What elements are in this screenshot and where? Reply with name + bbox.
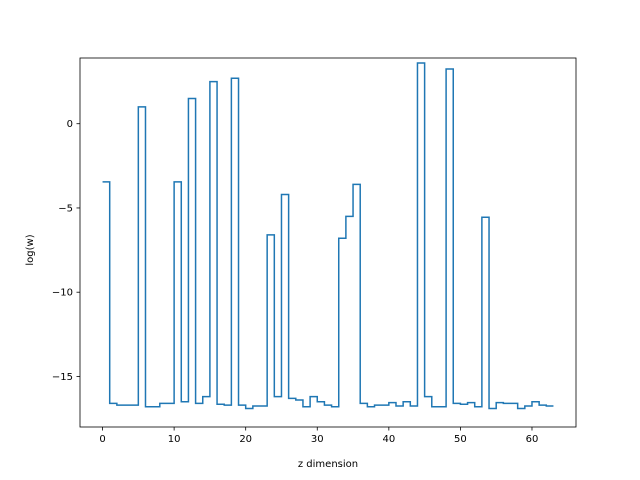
y-axis-label: log(w) [25,234,36,265]
x-tick-label: 20 [239,434,252,445]
y-tick-label: −5 [58,203,73,214]
x-tick-label: 40 [382,434,395,445]
x-tick-label: 0 [99,434,105,445]
x-tick-label: 30 [311,434,324,445]
y-tick-label: −10 [52,288,73,299]
axes: 0 10 20 30 40 50 60 0 −5 −10 −15 [52,57,577,445]
x-tick-label: 60 [526,434,539,445]
x-axis-label: z dimension [298,459,358,470]
series-line [102,62,554,410]
y-tick-label: 0 [67,119,73,130]
x-tick-label: 10 [168,434,181,445]
axes-frame [79,57,577,428]
plot-area [102,62,554,410]
y-tick-label: −15 [52,372,73,383]
x-tick-label: 50 [454,434,467,445]
